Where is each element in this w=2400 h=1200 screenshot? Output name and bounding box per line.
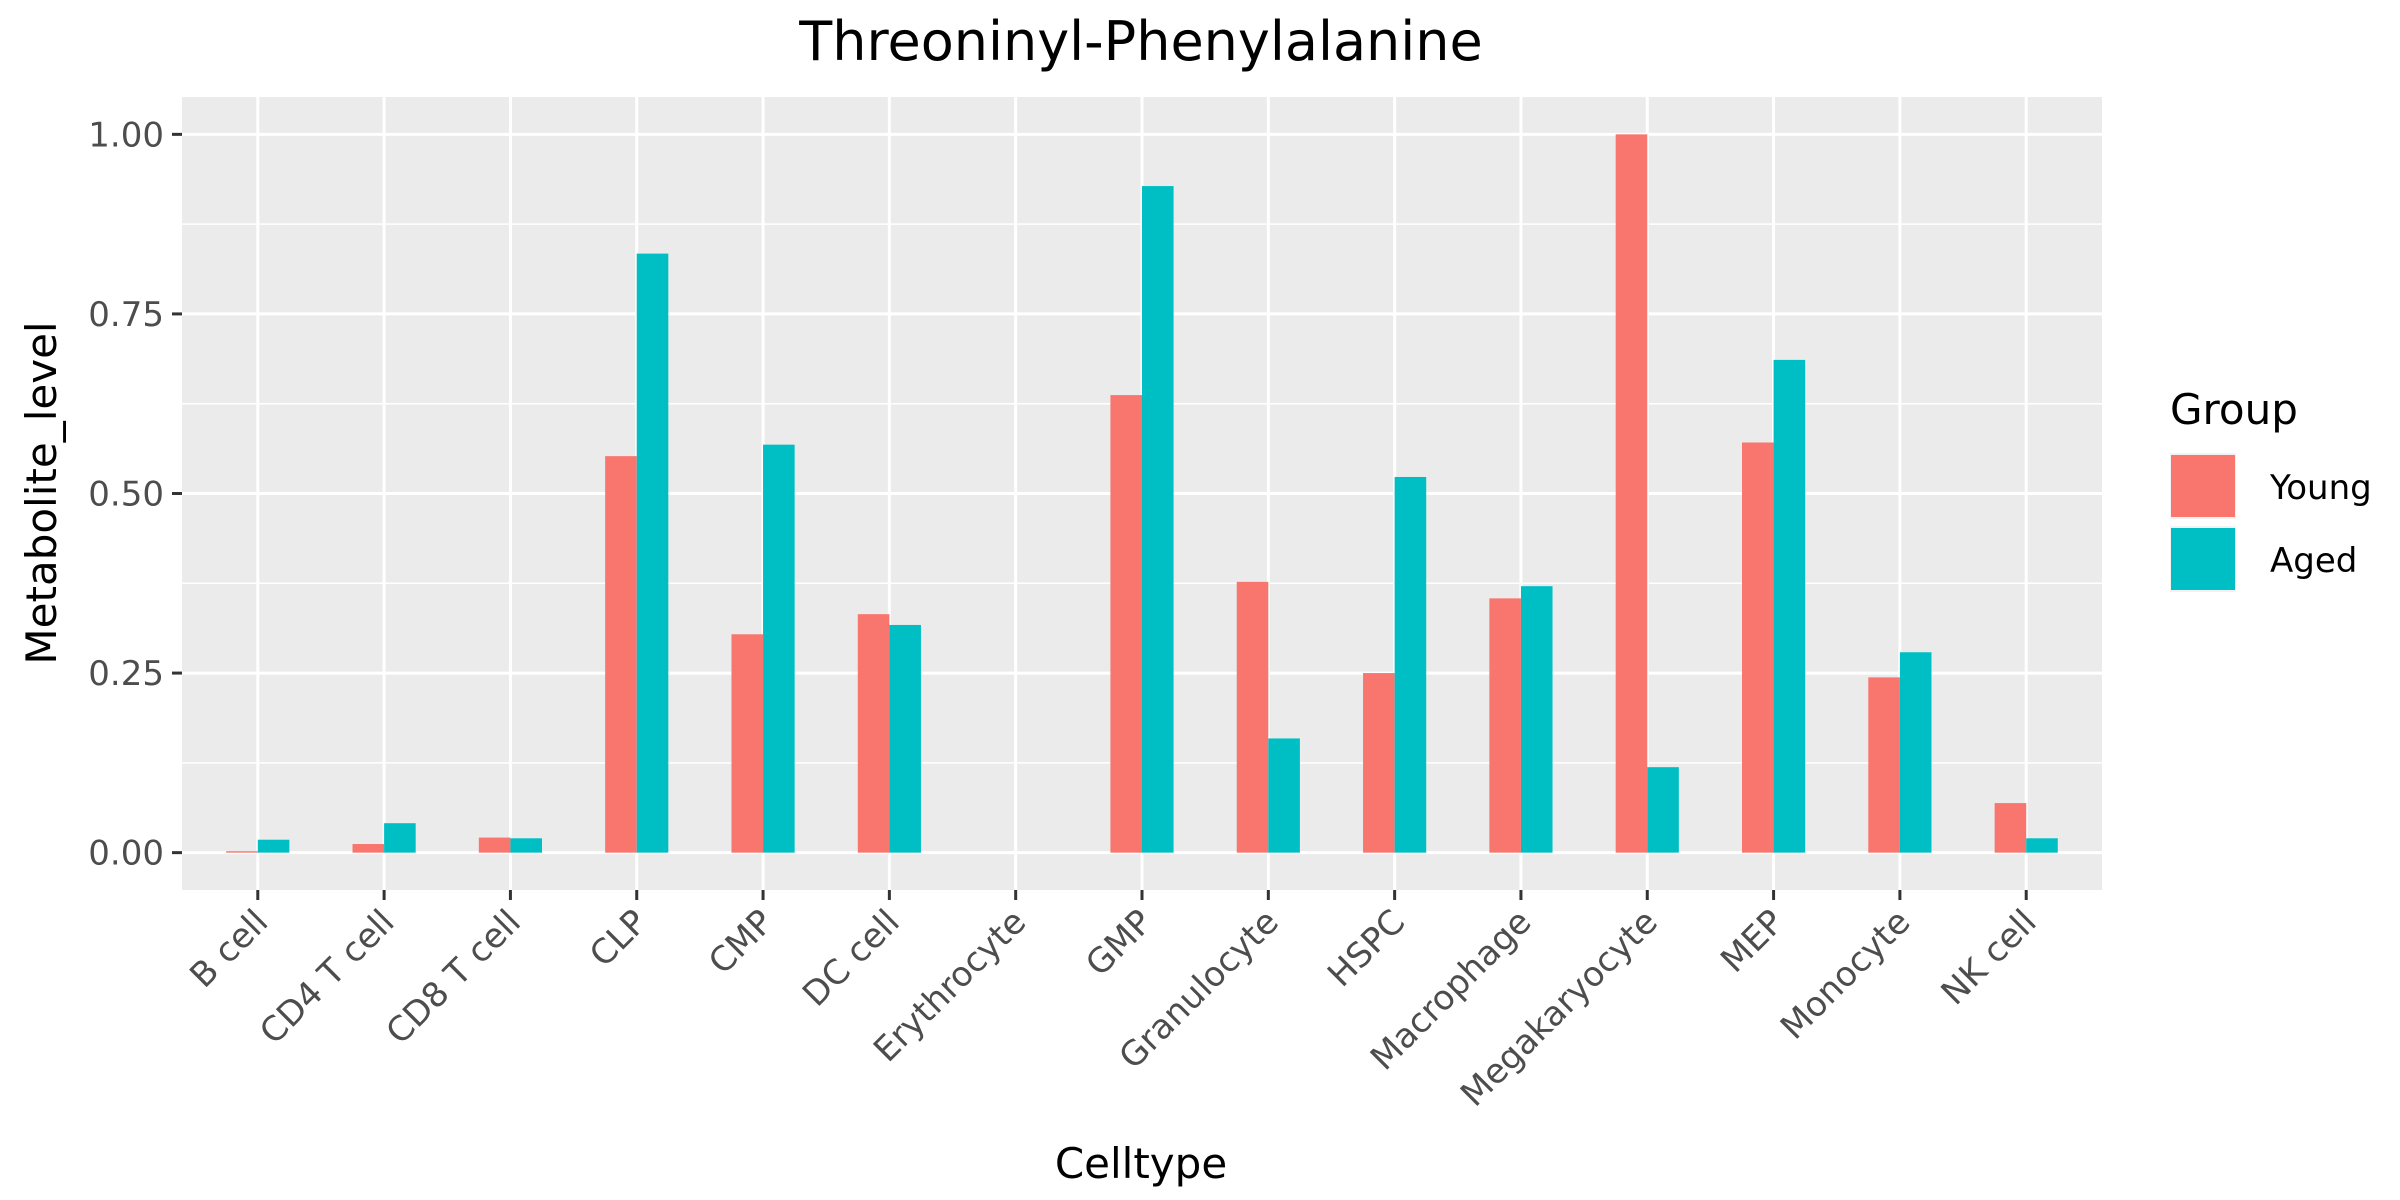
bar-young-b-cell <box>226 851 258 853</box>
bar-young-nk-cell <box>1994 803 2027 853</box>
bar-aged-cd8-t-cell <box>510 838 542 853</box>
bar-young-cmp <box>731 634 764 853</box>
bar-aged-macrophage <box>1520 586 1553 853</box>
x-tick-label: CLP <box>582 902 655 975</box>
bars <box>226 134 2058 853</box>
bar-aged-megakaryocyte <box>1647 767 1679 853</box>
y-tick-label: 0.50 <box>88 475 164 515</box>
x-tick-label: MEP <box>1713 902 1792 981</box>
y-tick-label: 0.00 <box>88 834 164 874</box>
bar-young-cd4-t-cell <box>352 844 385 853</box>
bar-aged-cmp <box>763 444 795 853</box>
x-tick-label: GMP <box>1078 902 1160 984</box>
x-tick-label: CD4 T cell <box>252 902 402 1052</box>
x-tick-label: DC cell <box>795 902 908 1015</box>
bar-aged-mep <box>1773 359 1806 853</box>
legend: Group Young Aged <box>2170 385 2372 592</box>
bar-aged-gmp <box>1142 186 1174 853</box>
bar-young-dc-cell <box>857 614 890 853</box>
bar-aged-b-cell <box>257 839 290 853</box>
bar-young-megakaryocyte <box>1615 134 1648 853</box>
bar-young-monocyte <box>1868 677 1900 853</box>
x-tick-label: B cell <box>182 902 276 996</box>
bar-young-granulocyte <box>1236 581 1269 853</box>
bar-young-macrophage <box>1489 598 1521 853</box>
bar-young-clp <box>605 456 637 853</box>
bar-aged-cd4-t-cell <box>384 823 416 853</box>
x-tick-label: CMP <box>701 902 781 982</box>
legend-label: Aged <box>2270 541 2357 581</box>
bar-aged-monocyte <box>1899 652 1932 853</box>
chart-title: Threoninyl-Phenylalanine <box>798 10 1482 73</box>
x-tick-label: CD8 T cell <box>379 902 529 1052</box>
legend-label: Young <box>2269 468 2372 508</box>
y-tick-label: 1.00 <box>88 115 164 155</box>
x-tick-label: NK cell <box>1934 902 2045 1013</box>
bar-aged-granulocyte <box>1268 738 1300 853</box>
bar-young-cd8-t-cell <box>478 837 511 853</box>
bar-young-hspc <box>1363 673 1395 853</box>
bar-aged-dc-cell <box>889 624 921 853</box>
bar-young-gmp <box>1110 395 1142 853</box>
y-tick-label: 0.25 <box>88 654 164 694</box>
bar-aged-hspc <box>1394 476 1427 853</box>
bar-aged-nk-cell <box>2026 838 2058 853</box>
y-axis-title: Metabolite_level <box>17 321 66 664</box>
x-tick-label: HSPC <box>1320 902 1413 995</box>
x-axis-title: Celltype <box>1055 1139 1227 1188</box>
bar-young-mep <box>1742 442 1774 853</box>
x-tick-label: Monocyte <box>1773 902 1918 1047</box>
legend-title: Group <box>2170 385 2298 434</box>
legend-key-young <box>2171 455 2235 517</box>
bar-aged-clp <box>636 253 669 853</box>
legend-key-aged <box>2171 528 2235 590</box>
y-tick-label: 0.75 <box>88 295 164 335</box>
